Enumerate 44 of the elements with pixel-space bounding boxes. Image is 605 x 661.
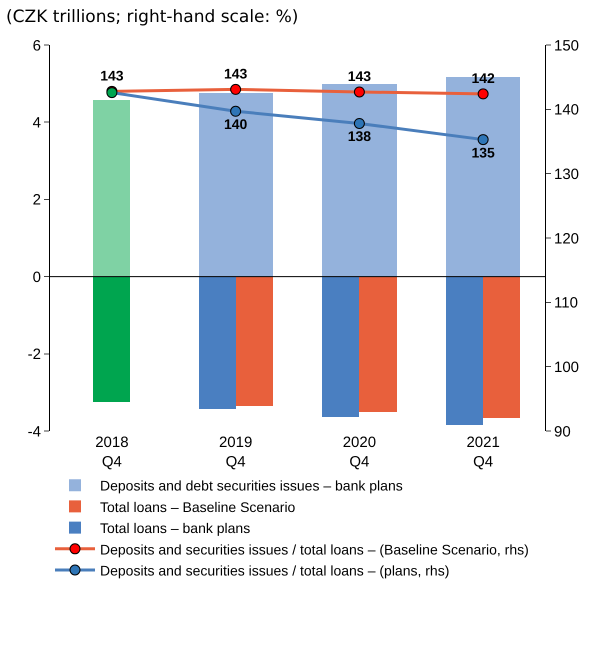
- y-tick-label: -4: [28, 423, 41, 440]
- chart-subtitle: (CZK trillions; right-hand scale: %): [6, 6, 298, 27]
- legend-label: Deposits and securities issues / total loans – (plans, rhs): [100, 562, 450, 578]
- y2-tick-label: 100: [554, 358, 580, 376]
- point: [354, 118, 365, 129]
- bar: [236, 277, 273, 406]
- x-tick-label: 2018 Q4: [95, 434, 129, 470]
- bar: [322, 84, 397, 277]
- y2-tick-label: 90: [554, 423, 571, 440]
- y2-tick-label: 120: [554, 230, 580, 248]
- y2-tick-label: 140: [554, 102, 580, 119]
- point: [478, 88, 489, 100]
- x-tick-label: 2020 Q4: [342, 434, 376, 470]
- y-tick-label: -2: [28, 346, 41, 364]
- bar: [483, 277, 520, 418]
- data-label: 135: [471, 144, 496, 160]
- bar: [446, 277, 483, 425]
- data-label: 140: [224, 116, 248, 132]
- legend-label: Total loans – bank plans: [100, 520, 250, 536]
- y2-tick-label: 110: [554, 294, 578, 312]
- bar: [199, 93, 273, 277]
- data-label: 142: [471, 70, 496, 86]
- data-label: 143: [348, 68, 372, 84]
- data-label: 143: [100, 68, 124, 84]
- point: [478, 134, 489, 146]
- data-label: 143: [224, 66, 248, 82]
- legend-label: Deposits and securities issues / total loans – (Baseline Scenario, rhs): [100, 541, 529, 558]
- bar: [199, 277, 236, 409]
- point: [230, 84, 242, 95]
- y2-tick-label: 150: [554, 37, 580, 54]
- y-tick-label: 6: [32, 37, 41, 54]
- legend-label: Deposits and debt securities issues – bank plans: [100, 478, 403, 494]
- bar: [359, 277, 397, 412]
- point: [354, 86, 365, 98]
- bar: [322, 277, 359, 417]
- y-tick-label: 2: [32, 192, 41, 209]
- legend-label: Total loans – Baseline Scenario: [100, 498, 296, 515]
- x-tick-label: 2019 Q4: [218, 434, 252, 470]
- x-tick-label: 2021 Q4: [466, 434, 500, 470]
- data-label: 138: [348, 128, 372, 144]
- y-tick-label: 0: [32, 268, 41, 286]
- point: [230, 106, 242, 117]
- y2-tick-label: 130: [554, 166, 580, 183]
- y-tick-label: 4: [32, 114, 41, 132]
